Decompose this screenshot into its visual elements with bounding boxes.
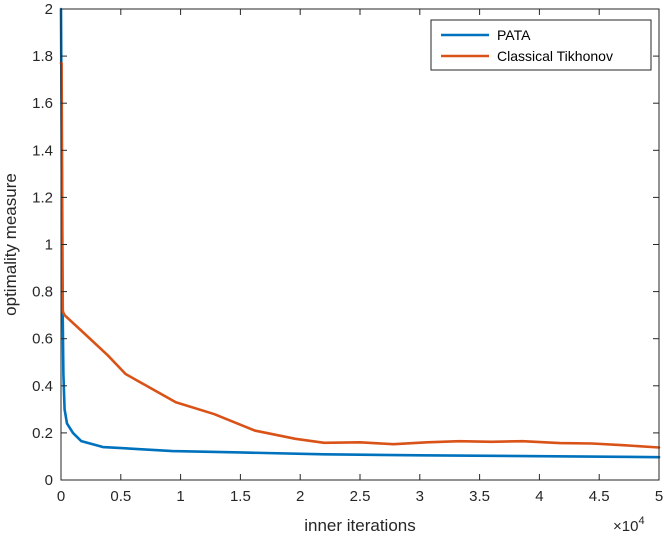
- x-tick-label: 5: [655, 488, 663, 505]
- y-tick-label: 0: [45, 472, 53, 489]
- series-line-2: [59, 61, 661, 449]
- y-tick-label: 1: [45, 237, 53, 254]
- y-tick-label: 0.8: [32, 284, 53, 301]
- legend-label: Classical Tikhonov: [497, 48, 613, 64]
- legend-box: [430, 19, 652, 71]
- y-tick-label: 0.2: [32, 425, 53, 442]
- x-tick-label: 3: [416, 488, 424, 505]
- x-tick-label: 0.5: [110, 488, 131, 505]
- y-axis-label: optimality measure: [1, 173, 20, 316]
- y-tick-label: 1.2: [32, 189, 53, 206]
- y-tick-label: 0.6: [32, 331, 53, 348]
- legend-items: PATA Classical Tikhonov: [441, 27, 613, 64]
- x-axis-exponent-base: ×10: [613, 518, 638, 535]
- x-tick-label: 0: [57, 488, 65, 505]
- x-tick-label: 2: [296, 488, 304, 505]
- y-tick-label: 0.4: [32, 378, 53, 395]
- y-tick-label: 2: [45, 1, 53, 18]
- y-axis-ticks: 0 0.2 0.4 0.6 0.8 1 1.2 1.4 1.6 1.8 2: [32, 1, 659, 489]
- series-layer: [59, 7, 661, 459]
- x-axis-exponent-power: 4: [638, 515, 644, 527]
- y-tick-label: 1.6: [32, 95, 53, 112]
- y-tick-label: 1.4: [32, 142, 53, 159]
- y-tick-label: 1.8: [32, 48, 53, 65]
- x-axis-exponent: ×104: [613, 515, 645, 535]
- legend-label: PATA: [497, 27, 531, 43]
- x-tick-label: 4: [535, 488, 543, 505]
- legend: PATA Classical Tikhonov: [430, 19, 652, 71]
- plot-area: 0 0.5 1 1.5 2 2.5 3 3.5 4 4.5 5 0 0.2 0.4 0.6 0.8 1 1.2 1…: [32, 1, 663, 505]
- x-tick-label: 1.5: [230, 488, 251, 505]
- x-axis-ticks: 0 0.5 1 1.5 2 2.5 3 3.5 4 4.5 5: [57, 9, 663, 505]
- x-axis-label: inner iterations: [304, 516, 416, 535]
- x-tick-label: 3.5: [469, 488, 490, 505]
- x-tick-label: 2.5: [350, 488, 371, 505]
- x-tick-label: 4.5: [589, 488, 610, 505]
- x-tick-label: 1: [176, 488, 184, 505]
